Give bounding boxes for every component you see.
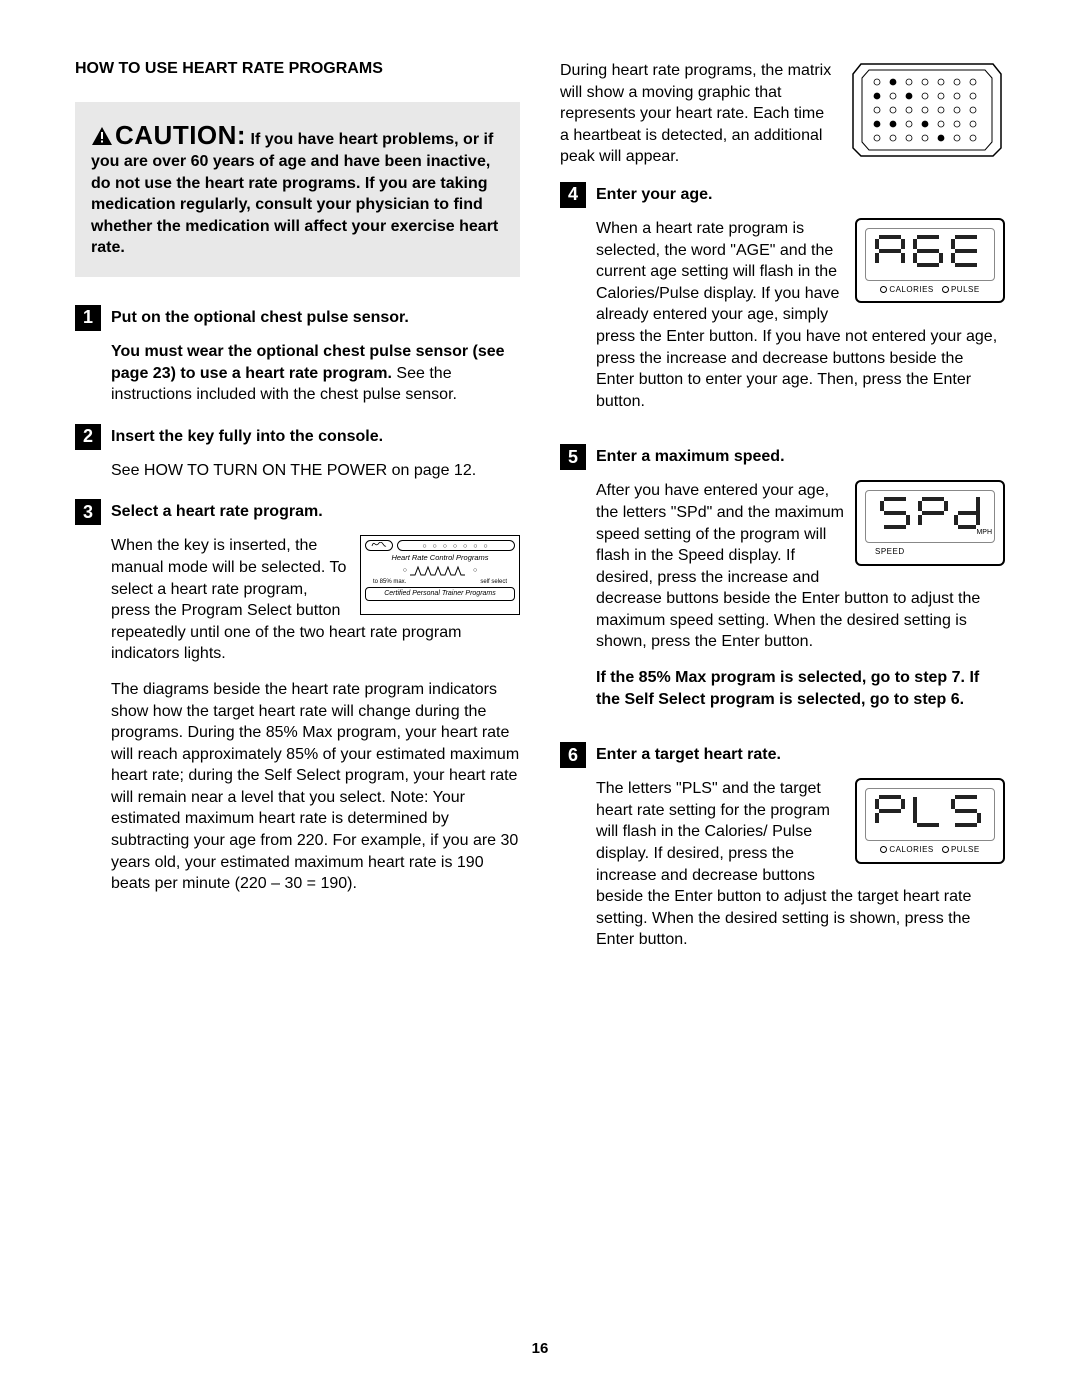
- step-6: 6 Enter a target heart rate.: [560, 742, 1005, 965]
- lcd-sublabel: CALORIES PULSE: [865, 845, 995, 856]
- two-column-layout: HOW TO USE HEART RATE PROGRAMS CAUTION: …: [75, 60, 1005, 983]
- diagram-bottom-label: Certified Personal Trainer Programs: [365, 587, 515, 601]
- lcd-sublabel: CALORIES PULSE: [865, 285, 995, 296]
- matrix-diagram: [845, 60, 1005, 160]
- step-title: Insert the key fully into the console.: [111, 424, 383, 448]
- seven-seg-icon: [880, 495, 980, 531]
- step-title: Put on the optional chest pulse sensor.: [111, 305, 409, 329]
- step-paragraph: You must wear the optional chest pulse s…: [111, 341, 520, 406]
- step-paragraph: The diagrams beside the heart rate progr…: [111, 679, 520, 895]
- step-1: 1 Put on the optional chest pulse sensor…: [75, 305, 520, 406]
- step-3: 3 Select a heart rate program. ○ ○ ○ ○ ○…: [75, 499, 520, 909]
- step-paragraph: See HOW TO TURN ON THE POWER on page 12.: [111, 460, 520, 482]
- left-column: HOW TO USE HEART RATE PROGRAMS CAUTION: …: [75, 60, 520, 983]
- dot-row-icon: ○ ○ ○ ○ ○ ○ ○: [397, 540, 515, 551]
- step-number: 1: [75, 305, 101, 331]
- step-title: Enter a maximum speed.: [596, 444, 785, 468]
- wave-icon: [410, 565, 470, 577]
- step-number: 2: [75, 424, 101, 450]
- right-column: During heart rate programs, the matrix w…: [560, 60, 1005, 983]
- seven-seg-icon: [875, 233, 985, 269]
- lcd-display-age: CALORIES PULSE: [855, 218, 1005, 303]
- heart-icon: [365, 540, 393, 551]
- step-number: 3: [75, 499, 101, 525]
- diagram-label: Heart Rate Control Programs: [365, 554, 515, 562]
- warning-icon: [91, 126, 113, 151]
- manual-page: HOW TO USE HEART RATE PROGRAMS CAUTION: …: [0, 0, 1080, 1397]
- lcd-display-speed: MPH SPEED: [855, 480, 1005, 565]
- section-heading: HOW TO USE HEART RATE PROGRAMS: [75, 60, 520, 78]
- step-title: Enter your age.: [596, 182, 712, 206]
- step-title: Enter a target heart rate.: [596, 742, 781, 766]
- console-diagram: ○ ○ ○ ○ ○ ○ ○ Heart Rate Control Program…: [360, 535, 520, 615]
- caution-word: CAUTION:: [115, 120, 246, 150]
- step-2: 2 Insert the key fully into the console.…: [75, 424, 520, 482]
- diagram-wave-row: ○ ○: [365, 565, 515, 577]
- step-5: 5 Enter a maximum speed.: [560, 444, 1005, 724]
- step-number: 4: [560, 182, 586, 208]
- caution-box: CAUTION: If you have heart problems, or …: [75, 102, 520, 277]
- page-number: 16: [0, 1340, 1080, 1357]
- step-number: 5: [560, 444, 586, 470]
- lcd-unit-label: MPH: [976, 528, 992, 537]
- step-paragraph: If the 85% Max program is selected, go t…: [596, 667, 1005, 710]
- step-number: 6: [560, 742, 586, 768]
- step-title: Select a heart rate program.: [111, 499, 323, 523]
- seven-seg-icon: [875, 793, 985, 829]
- step-4: 4 Enter your age.: [560, 182, 1005, 426]
- diagram-subrow: to 85% max. self select: [365, 579, 515, 586]
- lcd-display-pulse: CALORIES PULSE: [855, 778, 1005, 863]
- lcd-sublabel: SPEED: [865, 547, 995, 558]
